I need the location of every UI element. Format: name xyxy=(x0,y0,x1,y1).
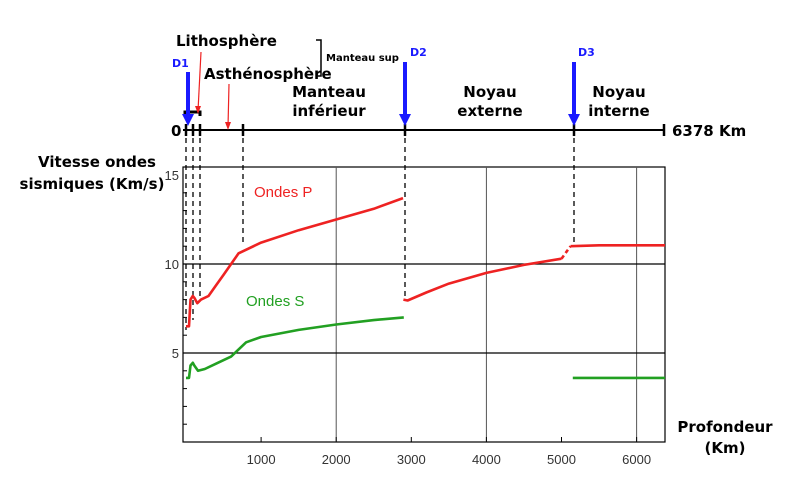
depth-start-label: 0 xyxy=(171,122,181,140)
s-wave-label: Ondes S xyxy=(246,293,304,310)
y-axis-title-line2: sismiques (Km/s) xyxy=(20,175,165,193)
y-minor-ticks xyxy=(183,192,187,425)
p-wave-label: Ondes P xyxy=(254,184,312,201)
lithosphere-arrow xyxy=(197,51,202,112)
p-wave-line xyxy=(403,257,562,302)
depth-axis-top: 0 6378 Km xyxy=(171,122,746,330)
discontinuity-arrow-head xyxy=(568,114,580,126)
outer-core-label-line2: externe xyxy=(457,102,522,120)
x-tick-label: 1000 xyxy=(247,452,276,467)
x-tick-label: 4000 xyxy=(472,452,501,467)
y-tick-label: 10 xyxy=(165,257,179,272)
asthenosphere-arrow-head xyxy=(225,122,231,130)
x-tick-label: 2000 xyxy=(322,452,351,467)
inner-core-label-line1: Noyau xyxy=(592,83,645,101)
discontinuity-arrow-head xyxy=(399,114,411,126)
p-wave-transition xyxy=(560,245,572,260)
plot-frame xyxy=(182,166,666,443)
y-axis-title-line1: Vitesse ondes xyxy=(38,153,156,171)
discontinuity-label: D1 xyxy=(172,57,189,70)
p-wave-line xyxy=(570,244,665,248)
discontinuity-arrow-head xyxy=(182,114,194,126)
x-tick-label: 5000 xyxy=(547,452,576,467)
upper-mantle-label: Manteau sup xyxy=(326,53,399,64)
asthenosphere-arrow xyxy=(227,83,230,128)
x-tick-labels: 1000 2000 3000 4000 5000 6000 xyxy=(247,452,651,467)
discontinuity-label: D3 xyxy=(578,46,595,59)
y-tick-label: 15 xyxy=(165,168,179,183)
lithosphere-arrow-head xyxy=(195,106,201,114)
outer-core-label-line1: Noyau xyxy=(463,83,516,101)
upper-mantle-bracket xyxy=(316,39,322,77)
layer-boundary-ticks xyxy=(184,124,666,136)
plot-area: 1000 2000 3000 4000 5000 6000 5 10 15 xyxy=(165,166,666,467)
inner-core-label-line2: interne xyxy=(588,102,649,120)
x-tick-label: 3000 xyxy=(397,452,426,467)
series-lines xyxy=(186,196,665,380)
lower-mantle-label-line2: inférieur xyxy=(292,102,366,120)
lithosphere-label: Lithosphère xyxy=(176,32,277,50)
y-tick-label: 5 xyxy=(172,346,179,361)
layer-boundary-dashes xyxy=(185,138,575,330)
discontinuity-markers: D1 D2 D3 xyxy=(172,46,595,126)
y-tick-labels: 5 10 15 xyxy=(165,168,179,361)
p-wave-line xyxy=(186,196,404,328)
s-wave-line xyxy=(186,316,404,380)
asthenosphere-label: Asthénosphère xyxy=(204,65,332,83)
x-axis-title-line1: Profondeur xyxy=(677,418,773,436)
grid-lines xyxy=(183,167,665,442)
lower-mantle-label-line1: Manteau xyxy=(292,83,366,101)
discontinuity-label: D2 xyxy=(410,46,427,59)
depth-end-label: 6378 Km xyxy=(672,122,746,140)
x-tick-label: 6000 xyxy=(622,452,651,467)
x-axis-title-line2: (Km) xyxy=(705,439,746,457)
